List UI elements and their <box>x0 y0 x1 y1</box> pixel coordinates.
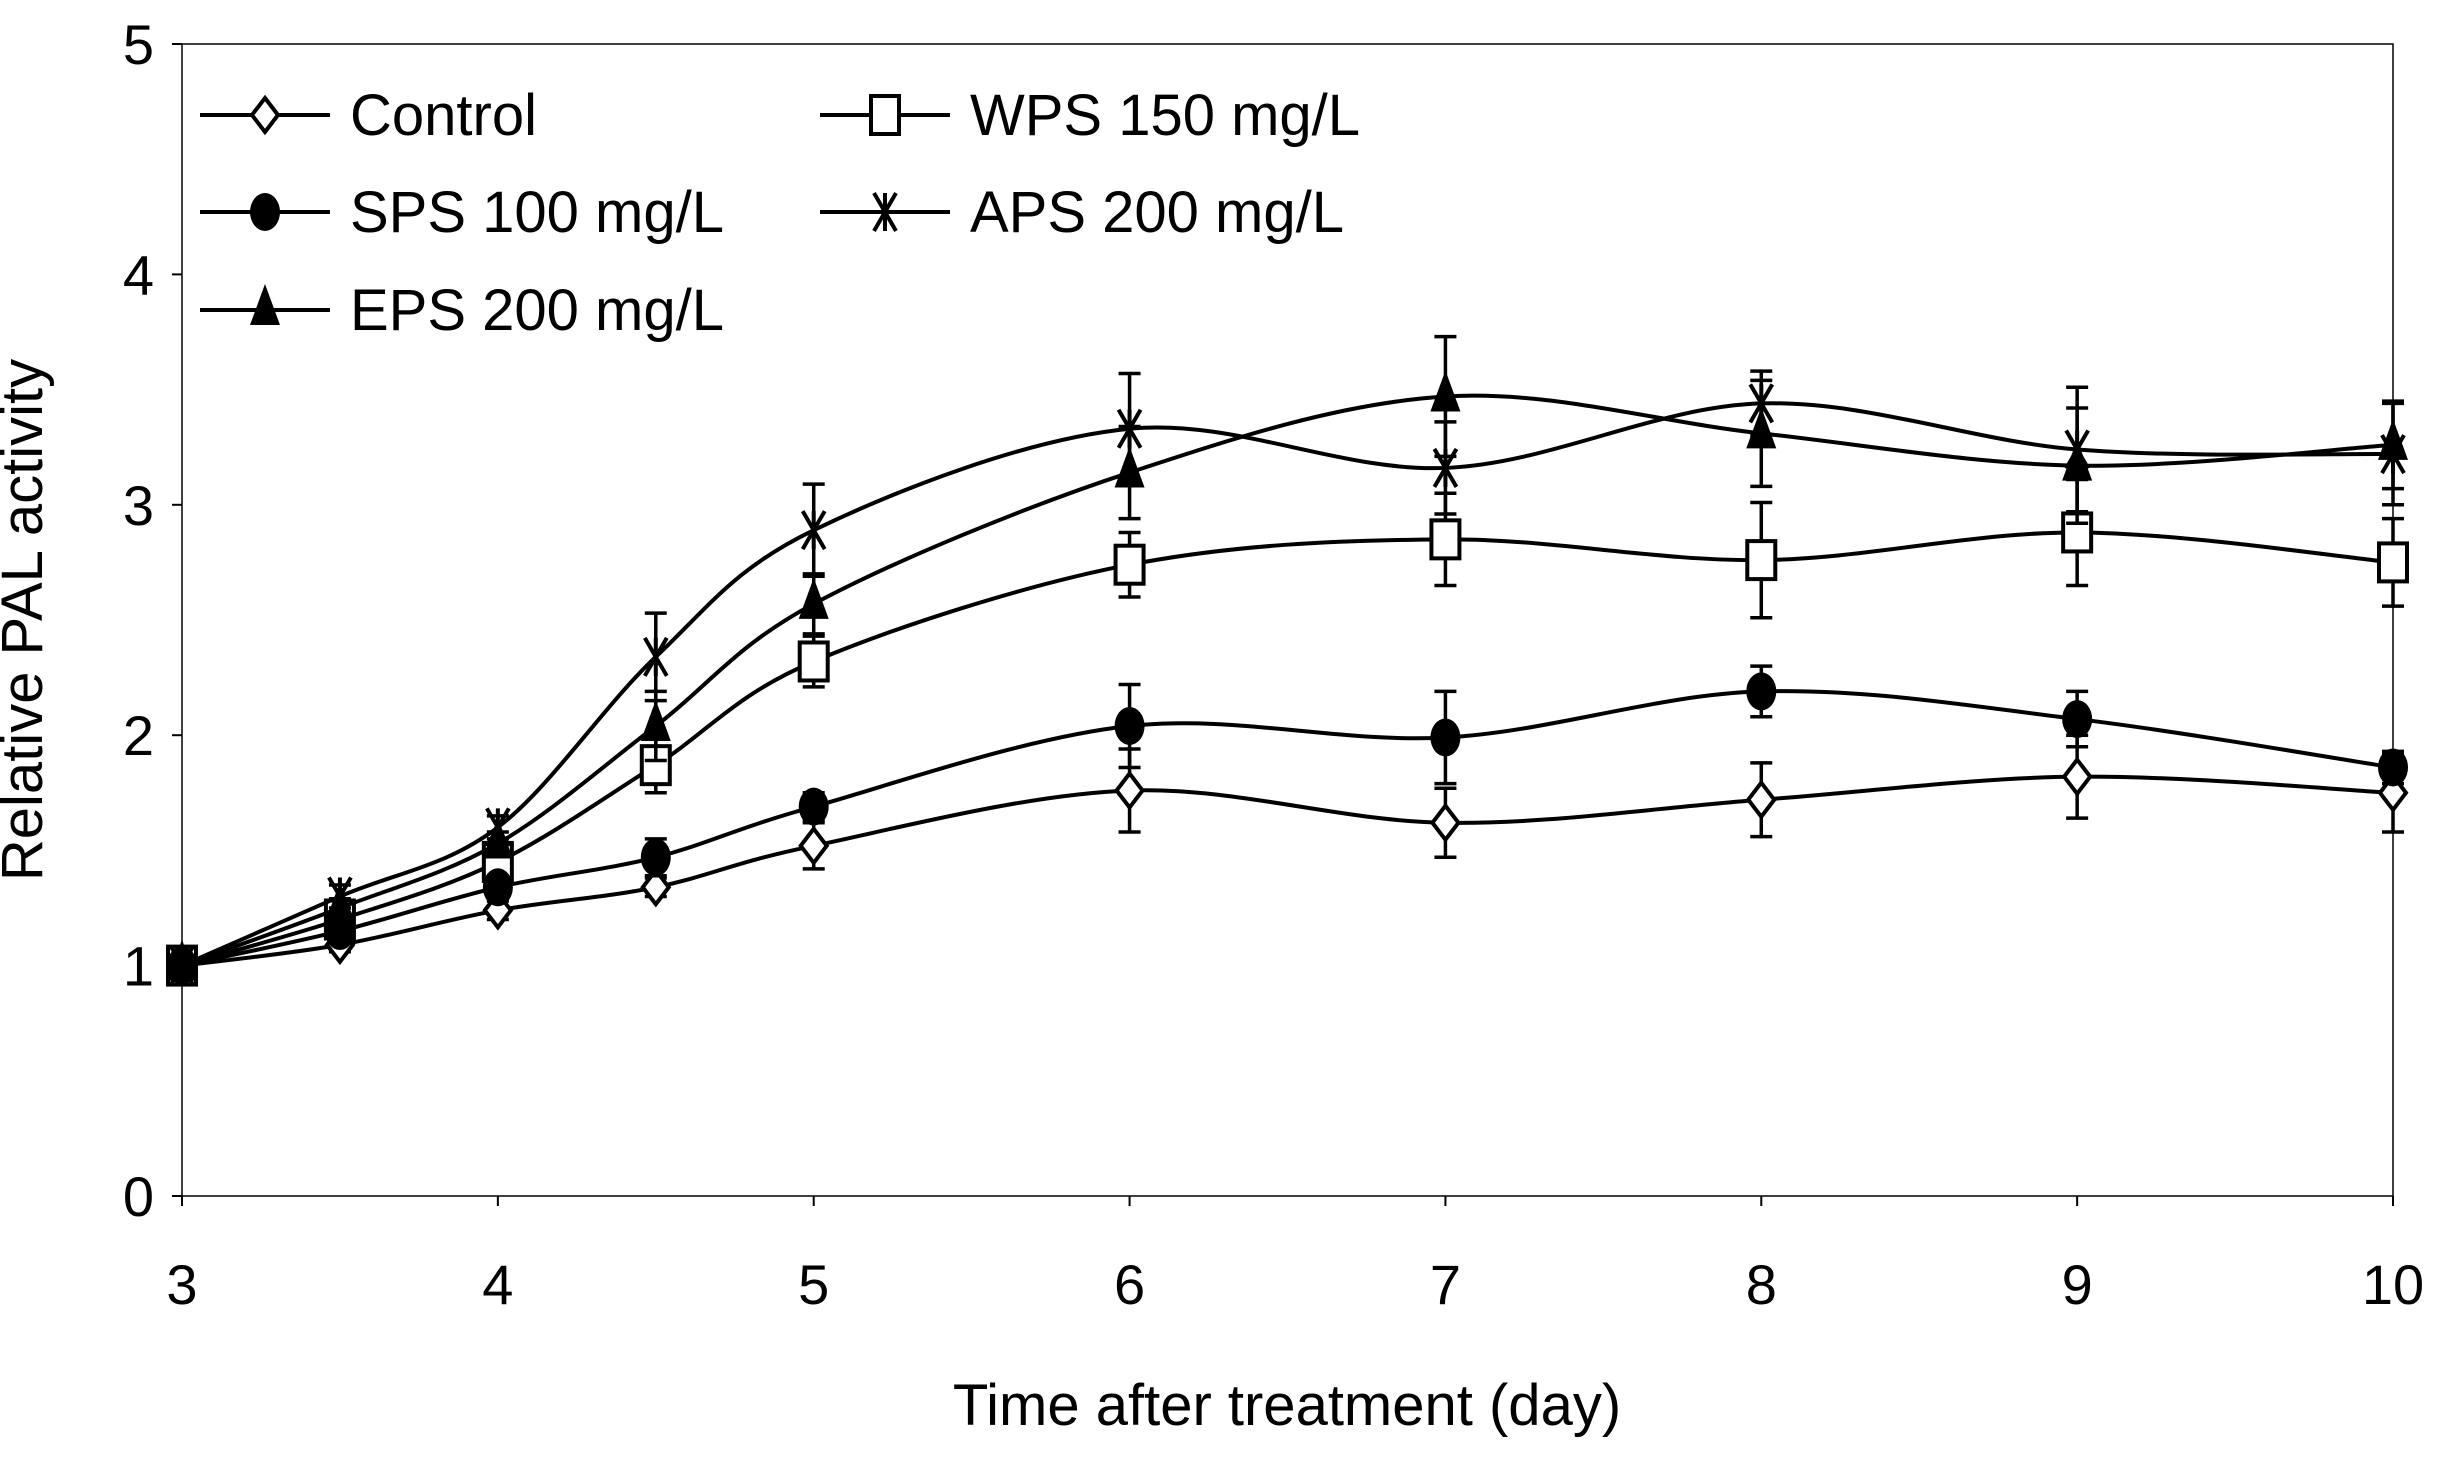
circle-marker <box>1746 672 1777 711</box>
circle-marker <box>2062 700 2093 739</box>
diamond-marker <box>2061 756 2093 797</box>
circle-marker <box>798 787 829 826</box>
square-marker <box>1745 539 1778 582</box>
x-tick-label: 6 <box>1114 1253 1145 1316</box>
plot-area <box>181 43 2394 1197</box>
legend-label: EPS 200 mg/L <box>350 278 724 343</box>
circle-marker <box>250 193 280 231</box>
y-tick-label: 2 <box>123 704 154 767</box>
triangle-marker <box>1114 446 1145 488</box>
legend-item: Control <box>200 83 537 148</box>
axes: 0 1 2 3 4 5 3 4 5 6 7 8 9 10 <box>123 13 2424 1316</box>
x-tick-label: 5 <box>798 1253 829 1316</box>
triangle-marker <box>2378 418 2408 460</box>
star-marker <box>872 191 898 233</box>
triangle-marker <box>167 939 197 981</box>
legend-label: Control <box>350 83 537 148</box>
legend-item: EPS 200 mg/L <box>200 278 724 343</box>
legend-item: APS 200 mg/L <box>820 180 1344 245</box>
x-tick-label: 8 <box>1746 1253 1777 1316</box>
star-marker <box>643 636 669 677</box>
legend-label: APS 200 mg/L <box>970 180 1344 245</box>
diamond-marker <box>1745 779 1777 821</box>
triangle-marker <box>324 882 355 923</box>
triangle-marker <box>1430 370 1461 412</box>
square-marker <box>869 94 901 136</box>
legend-item: SPS 100 mg/L <box>200 180 724 245</box>
square-marker <box>1113 543 1146 586</box>
triangle-marker <box>798 577 829 619</box>
triangle-marker <box>1746 407 1777 449</box>
x-axis-label: Time after treatment (day) <box>953 1373 1621 1438</box>
circle-marker <box>640 838 671 877</box>
diamond-marker <box>1114 770 1146 811</box>
x-tick-label: 10 <box>2362 1253 2424 1316</box>
circle-marker <box>482 868 513 907</box>
triangle-marker <box>250 284 280 325</box>
series-sps <box>167 664 2408 985</box>
y-tick-label: 3 <box>123 474 154 537</box>
series-line <box>181 401 2394 968</box>
circle-marker <box>2378 748 2408 787</box>
series-group <box>166 334 2409 987</box>
legend: Control WPS 150 mg/L SPS 100 mg/L APS 200 m… <box>200 83 1360 343</box>
diamond-marker <box>798 825 830 867</box>
circle-marker <box>1114 706 1145 745</box>
triangle-marker <box>482 817 513 859</box>
diamond-marker <box>1429 802 1461 844</box>
square-marker <box>797 640 830 683</box>
diamond-marker <box>249 94 281 136</box>
x-tick-label: 7 <box>1430 1253 1461 1316</box>
square-marker <box>2377 541 2409 584</box>
y-axis-label: Relative PAL activity <box>0 359 55 881</box>
x-tick-label: 3 <box>166 1253 197 1316</box>
y-tick-label: 4 <box>123 243 154 306</box>
x-tick-label: 9 <box>2062 1253 2093 1316</box>
x-tick-label: 4 <box>482 1253 513 1316</box>
legend-label: WPS 150 mg/L <box>970 83 1360 148</box>
y-tick-label: 1 <box>123 935 154 998</box>
square-marker <box>1429 518 1462 561</box>
series-eps <box>167 334 2408 981</box>
legend-label: SPS 100 mg/L <box>350 180 724 245</box>
star-marker <box>800 510 827 551</box>
triangle-marker <box>2062 439 2093 481</box>
y-tick-label: 5 <box>123 13 154 76</box>
legend-item: WPS 150 mg/L <box>820 83 1360 148</box>
diamond-marker <box>640 866 672 908</box>
circle-marker <box>1430 718 1461 757</box>
y-tick-label: 0 <box>123 1165 154 1228</box>
series-line <box>181 393 2394 968</box>
triangle-marker <box>640 699 671 741</box>
